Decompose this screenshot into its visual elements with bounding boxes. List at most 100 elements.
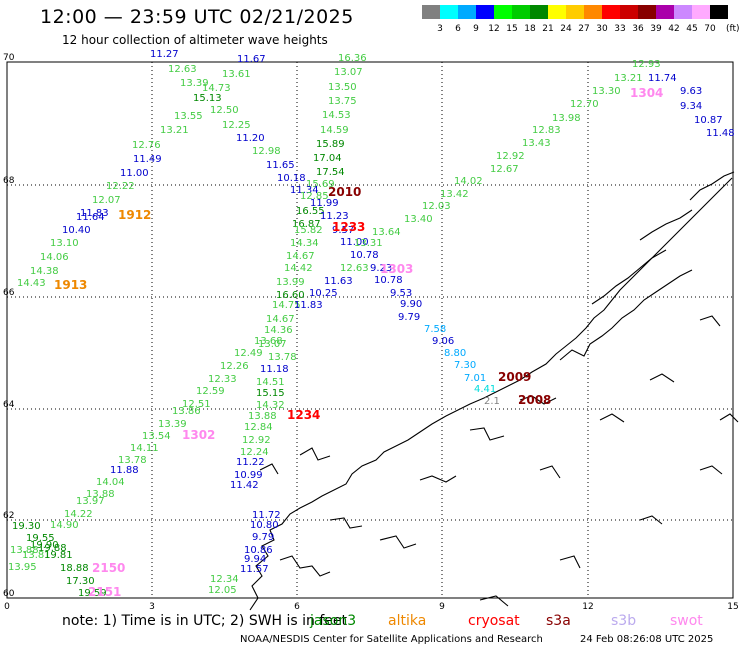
wave-height-label: 13.31 (354, 238, 383, 249)
wave-height-label: 13.40 (404, 214, 433, 225)
lon-tick-label: 0 (4, 602, 10, 612)
colorbar-tick-label: 21 (542, 24, 553, 34)
wave-height-label: 17.04 (313, 153, 342, 164)
legend-item-altika: altika (388, 613, 427, 629)
footer-timestamp: 24 Feb 08:26:08 UTC 2025 (580, 634, 714, 645)
wave-height-labels: 11.2712.6313.3914.7315.1313.5512.5013.61… (8, 49, 735, 599)
colorbar-tick-label: 45 (686, 24, 697, 34)
wave-height-label: 13.78 (118, 455, 147, 466)
colorbar-tick-label: 30 (596, 24, 608, 34)
wave-height-label: 12.24 (240, 447, 269, 458)
colorbar-swatch (494, 5, 512, 19)
colorbar-unit: (ft) (726, 24, 740, 34)
wave-height-label: 13.75 (328, 96, 357, 107)
wave-height-label: 19.90 (30, 540, 59, 551)
colorbar-tick-label: 12 (488, 24, 499, 34)
wave-height-label: 9.53 (390, 288, 412, 299)
wave-height-label: 11.22 (236, 457, 265, 468)
wave-height-label: 13.95 (8, 562, 37, 573)
wave-height-label: 14.67 (286, 251, 315, 262)
pass-id-label: 2151 (88, 585, 121, 599)
wave-height-label: 10.80 (250, 520, 279, 531)
wave-height-label: 12.84 (244, 422, 273, 433)
wave-height-label: 12.70 (570, 99, 599, 110)
wave-height-label: 14.75 (272, 300, 301, 311)
legend-item-s3b: s3b (611, 613, 637, 629)
wave-height-label: 12.25 (222, 120, 251, 131)
wave-height-label: 9.34 (680, 101, 702, 112)
colorbar-swatch (476, 5, 494, 19)
wave-height-label: 19.30 (12, 521, 41, 532)
wave-height-label: 12.98 (252, 146, 281, 157)
wave-height-label: 14.04 (96, 477, 125, 488)
map-grid (6, 61, 734, 599)
wave-height-label: 14.53 (322, 110, 351, 121)
colorbar-swatch (440, 5, 458, 19)
wave-height-label: 12.67 (490, 164, 519, 175)
wave-height-label: 13.39 (158, 419, 187, 430)
wave-height-label: 11.23 (320, 211, 349, 222)
pass-id-label: 1304 (630, 86, 663, 100)
colorbar-tick-label: 36 (632, 24, 644, 34)
wave-height-label: 11.99 (310, 198, 339, 209)
lat-tick-label: 60 (3, 589, 15, 599)
pass-id-label: 1233 (332, 220, 365, 234)
wave-height-label: 13.78 (268, 352, 297, 363)
pass-id-label: 1912 (118, 208, 151, 222)
colorbar-tick-label: 9 (473, 24, 479, 34)
wave-height-label: 10.87 (694, 115, 723, 126)
wave-height-label: 19.81 (44, 550, 73, 561)
wave-height-label: 13.07 (334, 67, 363, 78)
wave-height-label: 11.74 (648, 73, 677, 84)
wave-height-label: 11.88 (110, 465, 139, 476)
pass-id-label: 2150 (92, 561, 125, 575)
colorbar-swatch (548, 5, 566, 19)
wave-height-label: 13.50 (328, 82, 357, 93)
wave-height-label: 11.18 (260, 364, 289, 375)
wave-height-label: 15.82 (294, 225, 323, 236)
colorbar-swatch (692, 5, 710, 19)
colorbar-tick-label: 18 (524, 24, 536, 34)
wave-height-label: 8.80 (444, 348, 466, 359)
wave-height-label: 13.42 (440, 189, 469, 200)
wave-height-label: 11.72 (252, 510, 281, 521)
colorbar-swatch (602, 5, 620, 19)
lat-tick-label: 68 (3, 176, 15, 186)
wave-height-label: 11.49 (133, 154, 162, 165)
wave-height-label: 4.41 (474, 384, 496, 395)
colorbar-tick-label: 15 (506, 24, 517, 34)
lat-tick-label: 70 (3, 53, 15, 63)
wave-height-label: 9.06 (432, 336, 454, 347)
wave-height-label: 9.63 (680, 86, 702, 97)
wave-height-label: 14.02 (454, 176, 483, 187)
colorbar-swatch (656, 5, 674, 19)
wave-height-label: 16.60 (276, 290, 305, 301)
wave-height-label: 10.86 (244, 545, 273, 556)
wave-height-label: 11.42 (230, 480, 259, 491)
map-frame (6, 61, 734, 599)
colorbar-swatch (674, 5, 692, 19)
coastline (249, 171, 739, 611)
wave-height-label: 12.34 (210, 574, 239, 585)
wave-height-label: 10.78 (374, 275, 403, 286)
satellite-pass-labels: 1912 1913 2010 1233 1303 1304 2009 2008 1234 1302… (54, 86, 663, 599)
wave-height-label: 11.00 (120, 168, 149, 179)
note-label: note: 1) Time is in UTC; 2) SWH is in fe… (62, 613, 348, 629)
pass-id-label: 1234 (287, 408, 320, 422)
colorbar-swatch (530, 5, 548, 19)
wave-height-label: 12.50 (210, 105, 239, 116)
wave-height-label: 12.59 (196, 386, 225, 397)
wave-height-label: 11.48 (706, 128, 735, 139)
wave-height-label: 11.67 (237, 54, 266, 65)
colorbar-tick-label: 42 (668, 24, 679, 34)
wave-height-label: 13.55 (174, 111, 203, 122)
axis-tick-labels: 0 3 6 9 12 15 70 68 66 64 62 60 (3, 53, 739, 612)
wave-height-label: 14.51 (256, 377, 285, 388)
wave-height-label: 2.1 (484, 396, 500, 407)
wave-height-label: 14.06 (40, 252, 69, 263)
map-subtitle: 12 hour collection of altimeter wave hei… (62, 33, 328, 47)
wave-height-label: 12.63 (340, 263, 369, 274)
wave-height-label: 17.30 (66, 576, 95, 587)
wave-height-label: 13.39 (180, 78, 209, 89)
wave-height-label: 14.34 (290, 238, 319, 249)
